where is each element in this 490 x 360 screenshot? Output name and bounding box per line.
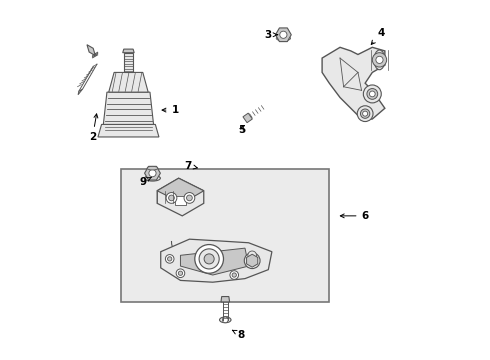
Circle shape	[369, 91, 375, 97]
Circle shape	[361, 109, 370, 118]
Circle shape	[280, 31, 287, 39]
Polygon shape	[109, 72, 148, 92]
Polygon shape	[87, 45, 96, 55]
Polygon shape	[157, 178, 204, 203]
Circle shape	[166, 255, 174, 263]
Text: 1: 1	[162, 105, 179, 115]
Text: 5: 5	[238, 125, 245, 135]
Circle shape	[166, 193, 177, 203]
Polygon shape	[157, 178, 204, 216]
Polygon shape	[161, 239, 272, 282]
Circle shape	[232, 273, 236, 277]
Text: 9: 9	[139, 177, 151, 187]
Polygon shape	[98, 125, 159, 137]
Circle shape	[247, 256, 257, 265]
Circle shape	[199, 249, 219, 269]
Text: 4: 4	[371, 28, 385, 44]
Ellipse shape	[374, 50, 385, 70]
Circle shape	[204, 254, 214, 264]
Ellipse shape	[220, 317, 231, 323]
Circle shape	[376, 56, 383, 63]
Circle shape	[364, 85, 381, 103]
Polygon shape	[322, 47, 385, 119]
Circle shape	[357, 106, 373, 122]
Text: 2: 2	[89, 114, 98, 142]
Circle shape	[248, 251, 256, 260]
Ellipse shape	[276, 36, 291, 41]
Text: 7: 7	[184, 161, 197, 171]
Polygon shape	[122, 49, 134, 53]
Circle shape	[363, 111, 368, 116]
Circle shape	[222, 317, 228, 323]
Text: 8: 8	[232, 330, 245, 340]
Circle shape	[178, 271, 183, 275]
Circle shape	[169, 195, 174, 201]
Polygon shape	[221, 297, 230, 302]
Text: 6: 6	[341, 211, 369, 221]
Bar	[122, 169, 329, 302]
Circle shape	[195, 244, 223, 273]
Polygon shape	[175, 196, 186, 205]
Circle shape	[367, 89, 378, 99]
Circle shape	[187, 195, 192, 201]
Ellipse shape	[147, 166, 158, 170]
Polygon shape	[124, 53, 133, 72]
Circle shape	[372, 53, 387, 67]
Polygon shape	[103, 92, 153, 125]
Circle shape	[168, 257, 172, 261]
Circle shape	[245, 253, 260, 269]
Circle shape	[230, 271, 239, 279]
Polygon shape	[243, 113, 252, 123]
Polygon shape	[78, 89, 83, 95]
Circle shape	[149, 170, 156, 177]
Text: 3: 3	[265, 30, 277, 40]
Polygon shape	[180, 248, 248, 275]
Circle shape	[176, 269, 185, 278]
Ellipse shape	[145, 175, 160, 181]
Circle shape	[184, 193, 195, 203]
